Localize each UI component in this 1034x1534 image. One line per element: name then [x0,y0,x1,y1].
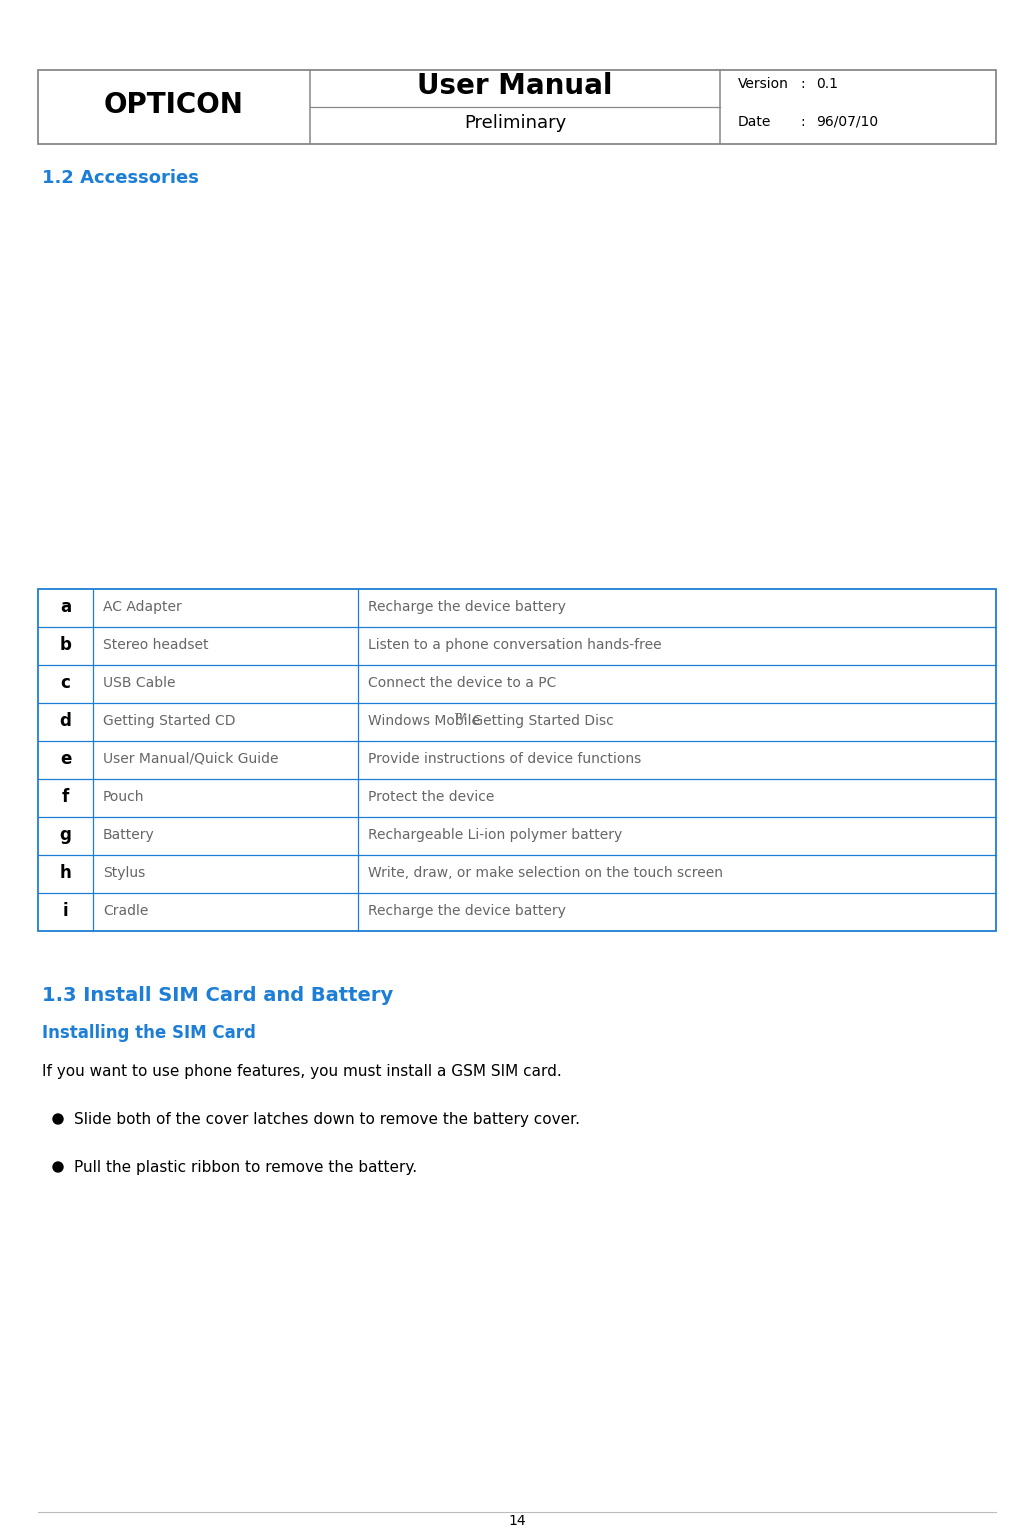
Text: Getting Started Disc: Getting Started Disc [468,713,614,729]
Text: g: g [60,825,71,844]
Text: Pouch: Pouch [103,790,145,804]
Text: a: a [60,598,71,617]
Text: Protect the device: Protect the device [368,790,494,804]
Text: b: b [60,637,71,653]
Text: Slide both of the cover latches down to remove the battery cover.: Slide both of the cover latches down to … [74,1112,580,1127]
Text: 96/07/10: 96/07/10 [816,115,878,129]
Circle shape [53,1114,63,1124]
Text: Getting Started CD: Getting Started CD [103,713,236,729]
Text: Recharge the device battery: Recharge the device battery [368,904,566,917]
Text: AC Adapter: AC Adapter [103,600,182,614]
Text: Write, draw, or make selection on the touch screen: Write, draw, or make selection on the to… [368,867,723,881]
Text: Rechargeable Li-ion polymer battery: Rechargeable Li-ion polymer battery [368,828,622,842]
Text: If you want to use phone features, you must install a GSM SIM card.: If you want to use phone features, you m… [42,1065,561,1078]
Text: User Manual: User Manual [418,72,613,101]
Text: e: e [60,750,71,769]
Text: Listen to a phone conversation hands-free: Listen to a phone conversation hands-fre… [368,638,662,652]
Text: 0.1: 0.1 [816,78,838,92]
Text: Provide instructions of device functions: Provide instructions of device functions [368,752,641,765]
Text: Windows Mobile: Windows Mobile [368,713,480,729]
Text: Pull the plastic ribbon to remove the battery.: Pull the plastic ribbon to remove the ba… [74,1160,417,1175]
Text: Preliminary: Preliminary [464,115,567,132]
Text: Date: Date [738,115,771,129]
Text: d: d [60,712,71,730]
Bar [38,589,996,931]
Text: :: : [800,115,804,129]
Text: OPTICON: OPTICON [104,91,244,120]
Text: h: h [60,864,71,882]
Text: 1.3 Install SIM Card and Battery: 1.3 Install SIM Card and Battery [42,986,393,1005]
Text: Cradle: Cradle [103,904,148,917]
Text: User Manual/Quick Guide: User Manual/Quick Guide [103,752,278,765]
Text: c: c [61,673,70,692]
Bar [38,71,996,144]
Text: Connect the device to a PC: Connect the device to a PC [368,676,556,690]
Text: Battery: Battery [103,828,155,842]
Circle shape [53,1161,63,1172]
Text: Stereo headset: Stereo headset [103,638,209,652]
Text: USB Cable: USB Cable [103,676,176,690]
Text: 1.2 Accessories: 1.2 Accessories [42,169,199,187]
Text: Installing the SIM Card: Installing the SIM Card [42,1025,255,1042]
Text: i: i [63,902,68,920]
Text: f: f [62,788,69,805]
Text: Version: Version [738,78,789,92]
Text: :: : [800,78,804,92]
Text: Stylus: Stylus [103,867,145,881]
Text: TM: TM [454,712,466,721]
Text: 14: 14 [508,1514,526,1528]
Text: Recharge the device battery: Recharge the device battery [368,600,566,614]
